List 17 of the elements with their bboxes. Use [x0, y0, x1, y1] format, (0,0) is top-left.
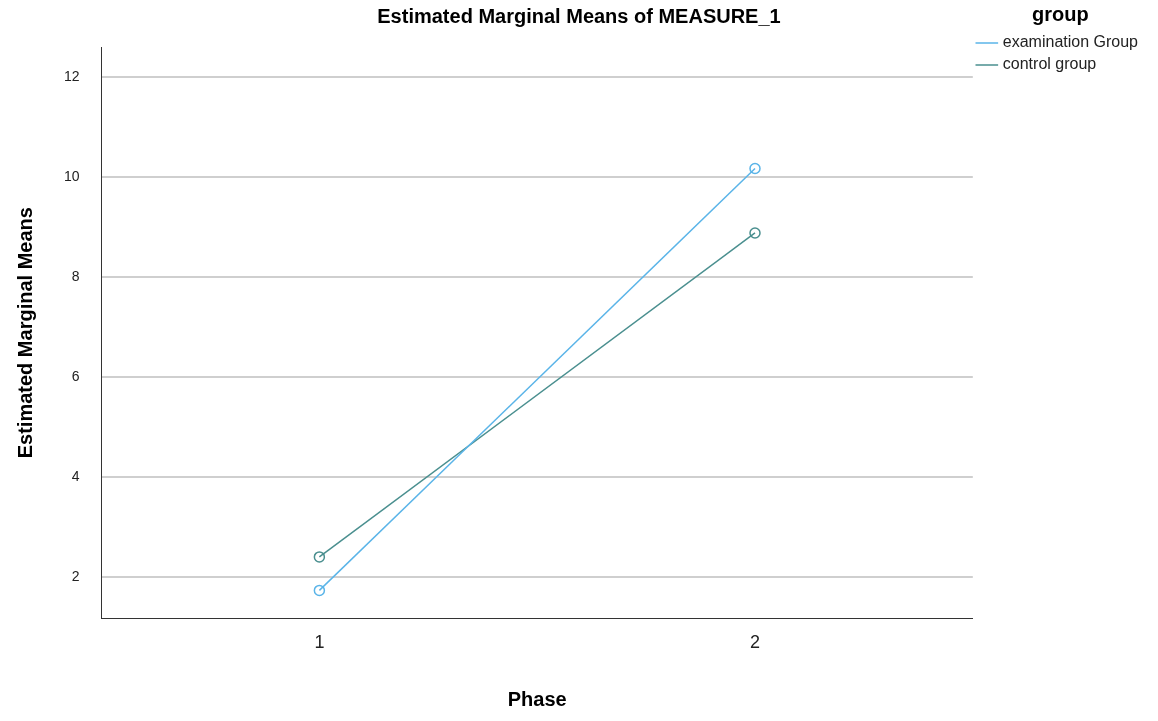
point — [749, 227, 761, 239]
legend-label: control group — [1002, 55, 1097, 73]
y-tick-label: 4 — [71, 467, 80, 484]
point — [749, 162, 761, 175]
y-axis-title: Estimated Marginal Means — [13, 207, 36, 459]
y-tick-label: 12 — [63, 67, 80, 84]
x-tick-label: 1 — [314, 632, 325, 653]
point — [313, 584, 326, 597]
y-tick-label: 2 — [71, 567, 80, 584]
legend-label: examination Group — [1002, 33, 1139, 51]
y-tick-label: 10 — [63, 167, 80, 184]
chart-title: Estimated Marginal Means of MEASURE_1 — [377, 4, 781, 27]
legend-title: group — [1032, 2, 1089, 25]
y-tick-label: 6 — [71, 367, 80, 384]
y-tick-label: 8 — [71, 267, 80, 284]
point — [313, 551, 326, 563]
x-axis-title: Phase — [507, 687, 567, 710]
